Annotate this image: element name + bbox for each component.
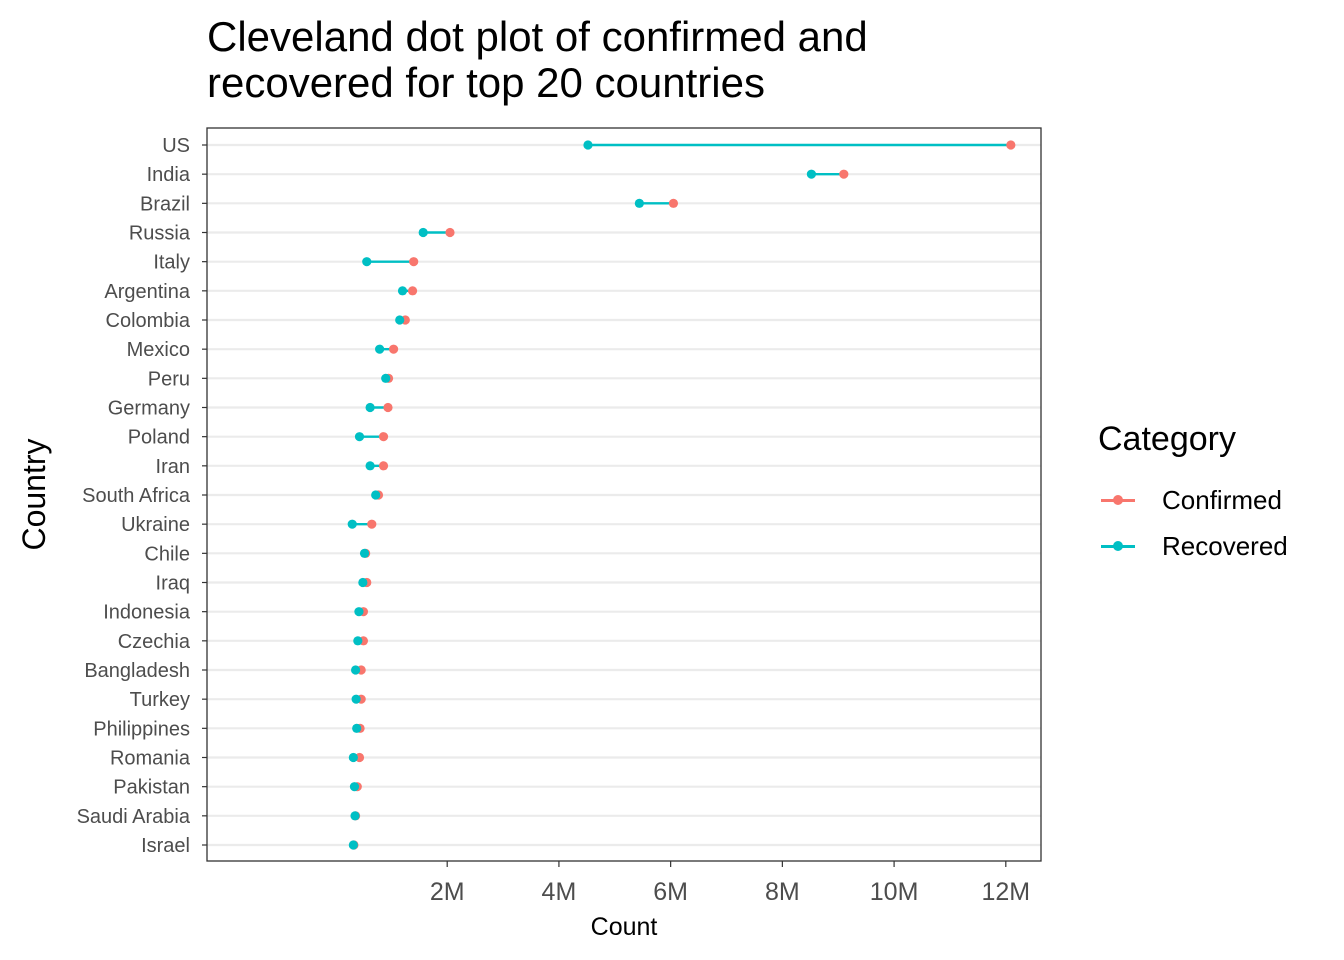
legend-label-confirmed: Confirmed	[1162, 484, 1282, 515]
y-tick-label-bangladesh: Bangladesh	[84, 660, 190, 682]
y-tick-label-indonesia: Indonesia	[103, 602, 191, 624]
point-recovered-bangladesh	[350, 665, 361, 675]
point-confirmed-germany	[383, 402, 393, 413]
point-recovered-russia	[418, 227, 428, 238]
legend-key-recovered	[1098, 536, 1138, 556]
y-tick-label-iraq: Iraq	[156, 573, 190, 595]
x-tick-label-1: 4M	[542, 878, 577, 906]
point-recovered-mexico	[375, 344, 385, 354]
point-recovered-germany	[365, 402, 375, 413]
legend: Category Confirmed Recovered	[1098, 420, 1288, 569]
legend-item-confirmed: Confirmed	[1098, 477, 1288, 523]
y-tick-label-romania: Romania	[110, 748, 191, 770]
point-confirmed-ukraine	[367, 519, 377, 529]
legend-item-recovered: Recovered	[1098, 523, 1288, 569]
point-recovered-chile	[359, 548, 370, 558]
y-tick-label-chile: Chile	[144, 543, 190, 565]
point-recovered-peru	[381, 373, 391, 383]
point-recovered-iran	[365, 461, 375, 471]
y-tick-label-india: India	[147, 164, 191, 186]
point-confirmed-us	[1006, 140, 1016, 150]
y-tick-label-turkey: Turkey	[130, 689, 190, 711]
chart-title-line-1: Cleveland dot plot of confirmed and	[207, 13, 868, 60]
y-tick-label-iran: Iran	[156, 456, 190, 478]
y-tick-label-mexico: Mexico	[127, 339, 190, 361]
point-recovered-israel	[348, 840, 358, 850]
chart-title-line-2: recovered for top 20 countries	[207, 59, 765, 106]
point-recovered-colombia	[395, 315, 405, 325]
point-recovered-pakistan	[349, 782, 360, 792]
point-recovered-italy	[362, 257, 372, 267]
legend-label-recovered: Recovered	[1162, 530, 1288, 561]
y-tick-label-philippines: Philippines	[93, 718, 190, 740]
point-recovered-ukraine	[347, 519, 357, 529]
point-confirmed-russia	[445, 227, 455, 238]
point-confirmed-mexico	[388, 344, 399, 354]
y-axis-title: Country	[16, 438, 52, 550]
y-tick-label-russia: Russia	[129, 223, 191, 245]
x-axis-title: Count	[591, 913, 658, 941]
x-tick-label-3: 8M	[765, 878, 800, 906]
point-recovered-argentina	[397, 286, 408, 296]
x-tick-label-4: 10M	[870, 878, 919, 906]
x-tick-label-2: 6M	[653, 878, 688, 906]
point-recovered-indonesia	[354, 607, 364, 617]
point-confirmed-brazil	[668, 198, 679, 208]
legend-key-confirmed	[1098, 490, 1138, 510]
legend-title: Category	[1098, 420, 1236, 458]
x-tick-label-0: 2M	[430, 878, 465, 906]
y-tick-label-israel: Israel	[141, 835, 190, 857]
point-confirmed-poland	[378, 432, 389, 442]
chart-title: Cleveland dot plot of confirmed and reco…	[207, 14, 868, 106]
y-tick-label-peru: Peru	[148, 368, 190, 390]
y-tick-label-czechia: Czechia	[118, 631, 191, 653]
point-recovered-saudi-arabia	[350, 811, 360, 821]
y-tick-label-pakistan: Pakistan	[113, 777, 190, 799]
point-recovered-czechia	[353, 636, 363, 646]
point-recovered-iraq	[358, 577, 368, 588]
point-confirmed-italy	[409, 257, 419, 267]
y-tick-label-colombia: Colombia	[106, 310, 191, 332]
point-recovered-poland	[354, 432, 365, 442]
point-recovered-india	[806, 169, 817, 179]
y-tick-label-south-africa: South Africa	[82, 485, 191, 507]
point-confirmed-argentina	[407, 286, 418, 296]
y-tick-label-argentina: Argentina	[104, 281, 190, 303]
y-tick-label-poland: Poland	[128, 427, 190, 449]
point-confirmed-iran	[378, 461, 389, 471]
point-recovered-brazil	[634, 198, 644, 208]
y-tick-label-saudi-arabia: Saudi Arabia	[77, 806, 191, 828]
x-tick-label-5: 12M	[981, 878, 1030, 906]
point-recovered-south-africa	[371, 490, 381, 500]
y-tick-label-germany: Germany	[108, 398, 190, 420]
point-recovered-philippines	[352, 723, 362, 733]
point-recovered-turkey	[351, 694, 361, 704]
point-confirmed-india	[839, 169, 849, 179]
y-tick-label-italy: Italy	[153, 252, 190, 274]
y-tick-label-brazil: Brazil	[140, 193, 190, 215]
y-tick-label-us: US	[162, 135, 190, 157]
point-recovered-romania	[348, 752, 358, 763]
y-tick-label-ukraine: Ukraine	[121, 514, 190, 536]
point-recovered-us	[583, 140, 593, 150]
